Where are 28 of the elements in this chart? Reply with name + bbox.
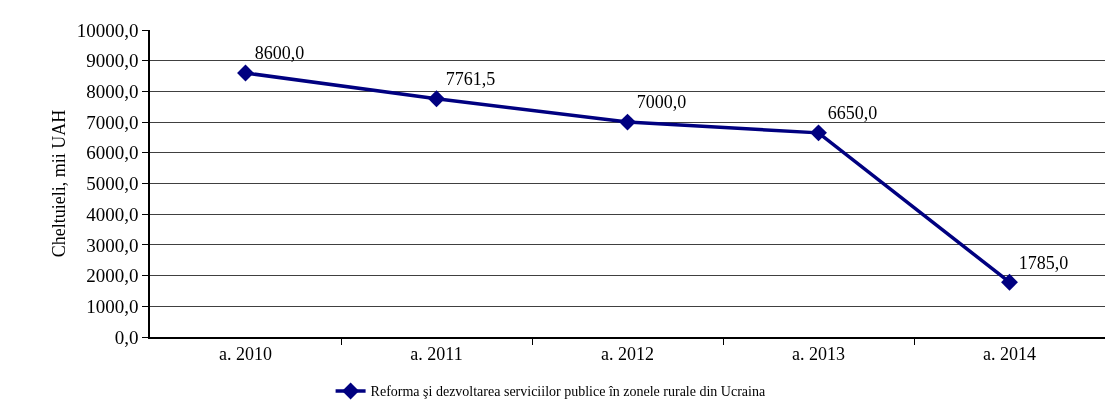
x-tick-label: a. 2013 [792, 344, 845, 365]
y-tick-label: 0,0 [114, 326, 139, 348]
point [428, 90, 445, 108]
y-tick-label: 7000,0 [86, 111, 139, 133]
y-axis-title: Cheltuieli, mii UAH [49, 109, 70, 258]
x-tick-label: a. 2012 [601, 344, 654, 365]
x-tick-label: a. 2014 [983, 344, 1036, 365]
point [810, 124, 827, 142]
y-tick-label: 4000,0 [86, 203, 139, 225]
x-tick-label: a. 2011 [410, 344, 463, 365]
y-tick-label: 2000,0 [86, 265, 139, 287]
data-label: 6650,0 [827, 103, 878, 124]
legend-label: Reforma şi dezvoltarea serviciilor publice în zonele rurale din Ucraina [370, 384, 766, 400]
point [619, 113, 636, 131]
data-label: 1785,0 [1018, 252, 1069, 273]
y-tick-label: 6000,0 [86, 142, 139, 164]
point [237, 64, 254, 82]
y-tick-label: 8000,0 [86, 81, 139, 103]
point [1001, 273, 1018, 291]
x-tick-label: a. 2010 [219, 344, 272, 365]
data-label: 7000,0 [636, 92, 687, 113]
y-tick-label: 5000,0 [86, 173, 139, 195]
y-tick-label: 3000,0 [86, 234, 139, 256]
y-tick-label: 1000,0 [86, 295, 139, 317]
y-tick-label: 9000,0 [86, 50, 139, 72]
data-label: 8600,0 [254, 43, 305, 64]
y-tick-label: 10000,0 [76, 19, 139, 41]
data-label: 7761,5 [445, 69, 496, 90]
